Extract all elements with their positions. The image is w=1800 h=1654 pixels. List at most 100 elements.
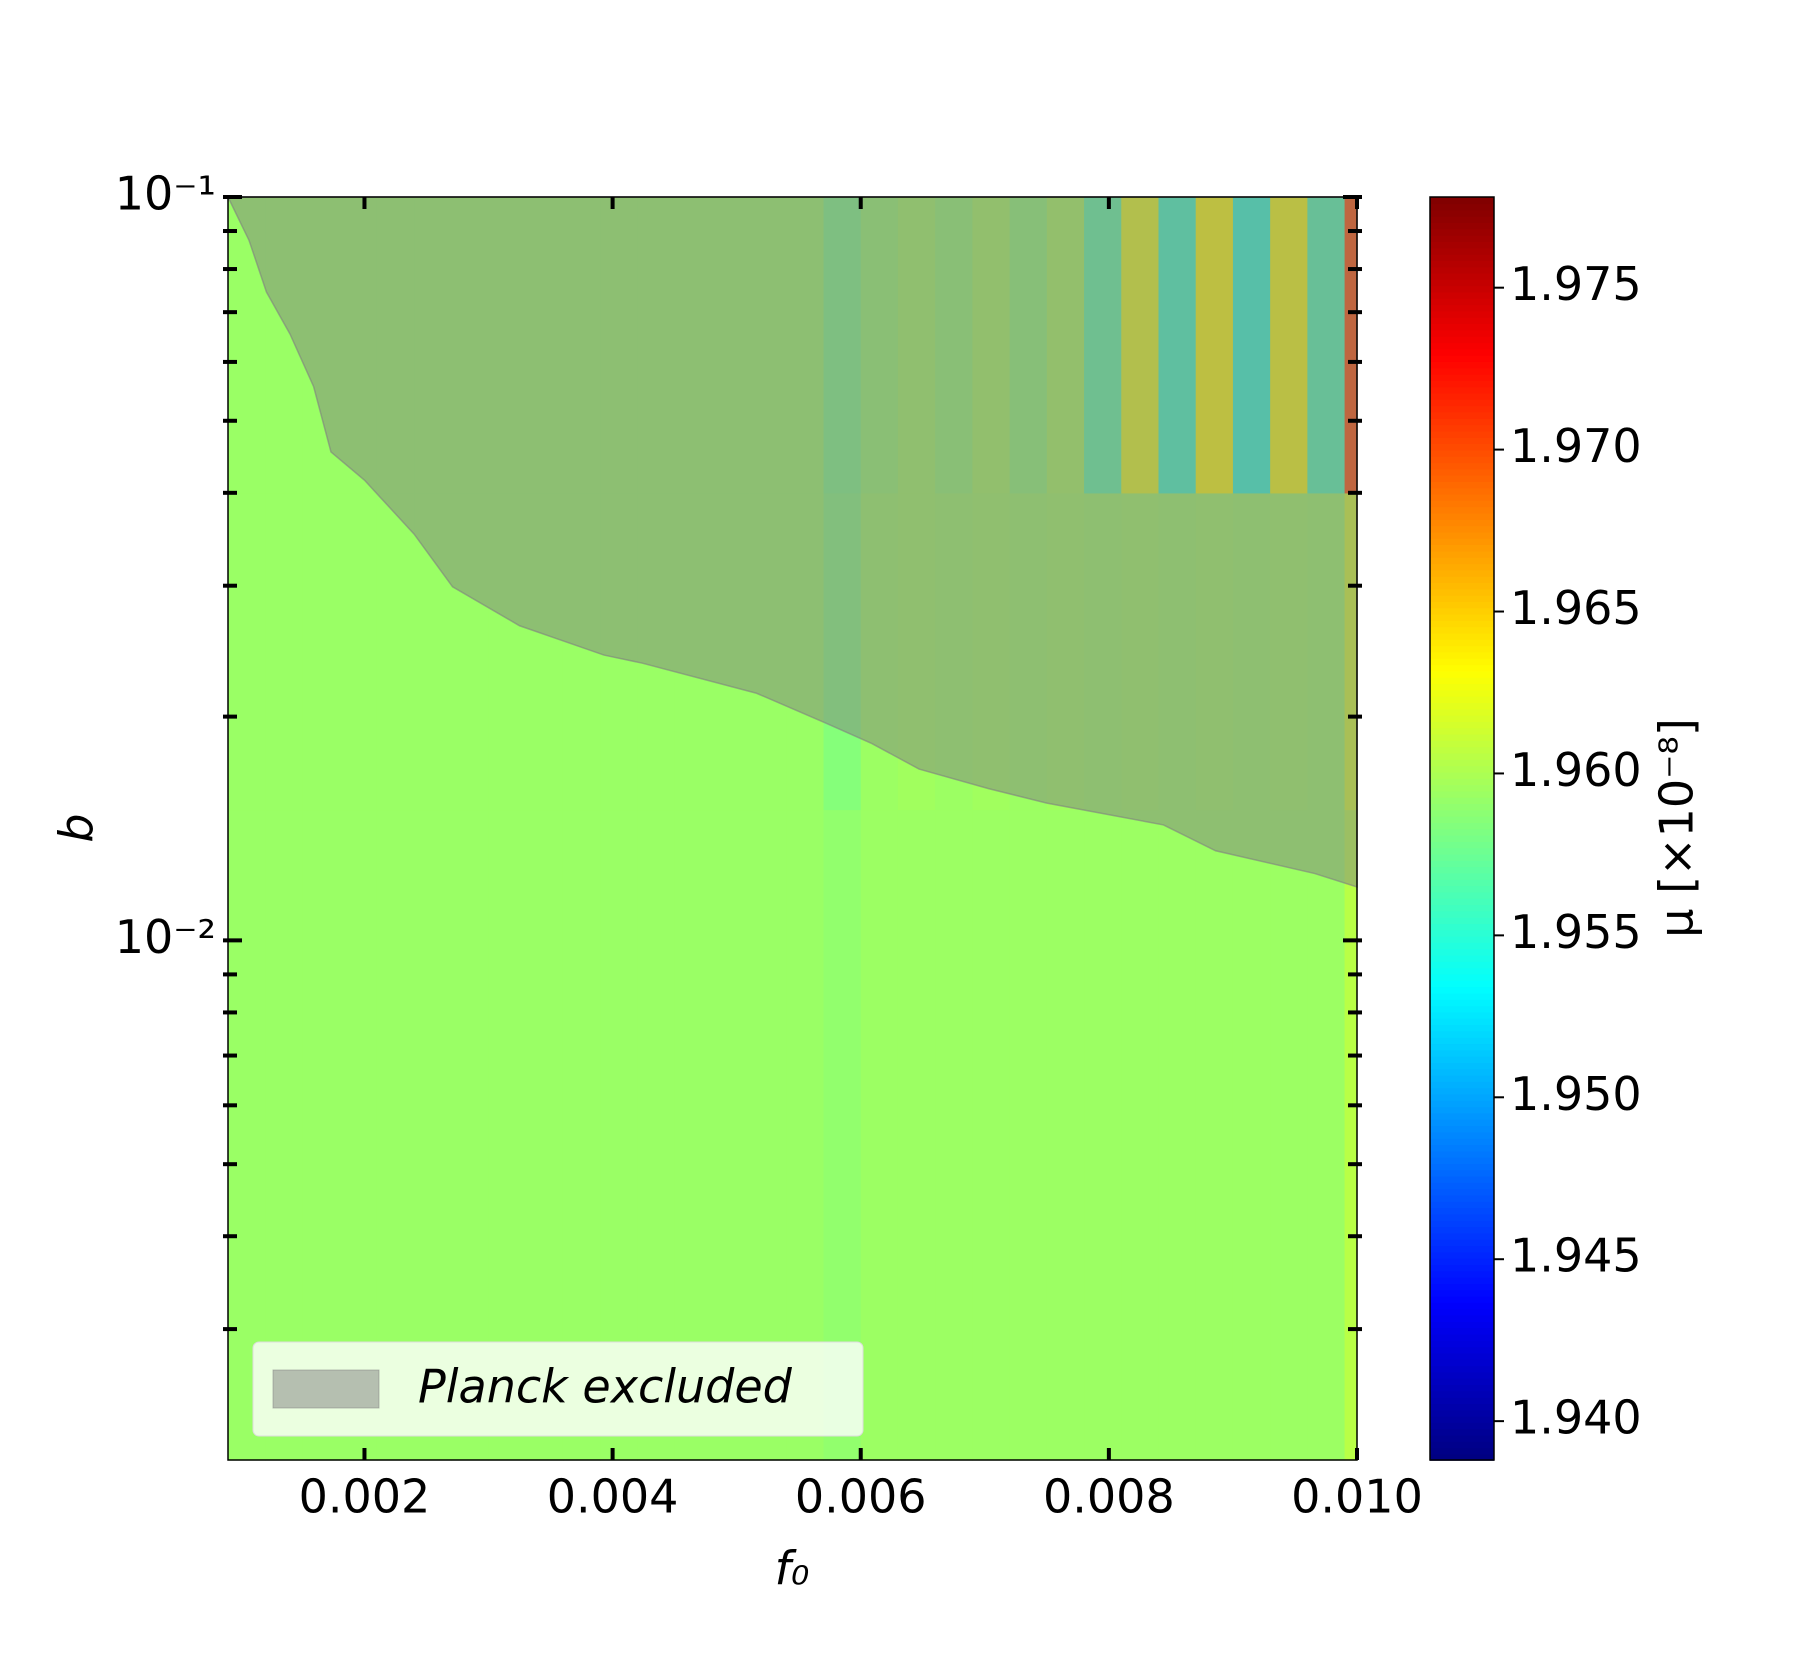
heat-cell xyxy=(1084,809,1122,1461)
colorbar-step xyxy=(1430,594,1494,602)
colorbar-step xyxy=(1430,879,1494,887)
colorbar-tick-label: 1.950 xyxy=(1510,1067,1642,1121)
colorbar-step xyxy=(1430,809,1494,817)
colorbar-step xyxy=(1430,942,1494,950)
colorbar-step xyxy=(1430,935,1494,943)
colorbar-step xyxy=(1430,392,1494,400)
colorbar-step xyxy=(1430,436,1494,445)
colorbar-step xyxy=(1430,1264,1494,1272)
heat-cell xyxy=(376,492,415,811)
colorbar-step xyxy=(1430,588,1494,596)
colorbar-step xyxy=(1430,620,1494,628)
colorbar-label: μ [×10⁻⁸] xyxy=(1650,718,1704,938)
colorbar-step xyxy=(1430,342,1494,350)
colorbar-step xyxy=(1430,1062,1494,1070)
colorbar-step xyxy=(1430,1005,1494,1013)
y-tick-label: 10⁻² xyxy=(115,910,216,964)
x-tick-label: 0.010 xyxy=(1291,1470,1423,1524)
colorbar-step xyxy=(1430,405,1494,413)
colorbar-step xyxy=(1430,910,1494,918)
heat-cell xyxy=(339,492,378,811)
colorbar-step xyxy=(1430,765,1494,773)
colorbar-step xyxy=(1430,1441,1494,1449)
colorbar-step xyxy=(1430,367,1494,375)
heat-cell xyxy=(935,809,973,1461)
colorbar-step xyxy=(1430,525,1494,533)
colorbar-step xyxy=(1430,1024,1494,1032)
x-tick-label: 0.002 xyxy=(299,1470,431,1524)
colorbar xyxy=(1430,197,1494,1461)
heat-cell xyxy=(1344,809,1358,1461)
x-tick-label: 0.004 xyxy=(547,1470,679,1524)
colorbar-step xyxy=(1430,626,1494,634)
colorbar-step xyxy=(1430,891,1494,899)
colorbar-step xyxy=(1430,1434,1494,1442)
colorbar-step xyxy=(1430,771,1494,779)
x-tick-label: 0.006 xyxy=(795,1470,927,1524)
legend-box xyxy=(252,1341,864,1437)
colorbar-step xyxy=(1430,1163,1494,1171)
colorbar-step xyxy=(1430,948,1494,956)
colorbar-step xyxy=(1430,1100,1494,1108)
colorbar-step xyxy=(1430,1049,1494,1057)
colorbar-step xyxy=(1430,215,1494,224)
overlay xyxy=(226,196,1358,888)
colorbar-tick-label: 1.945 xyxy=(1510,1229,1642,1283)
colorbar-step xyxy=(1430,904,1494,912)
colorbar-step xyxy=(1430,834,1494,842)
colorbar-step xyxy=(1430,929,1494,937)
colorbar-step xyxy=(1430,759,1494,767)
x-axis-label: f₀ xyxy=(775,1542,810,1596)
colorbar-step xyxy=(1430,727,1494,735)
colorbar-tick-label: 1.940 xyxy=(1510,1391,1642,1445)
colorbar-step xyxy=(1430,1428,1494,1436)
colorbar-step xyxy=(1430,500,1494,508)
colorbar-step xyxy=(1430,538,1494,546)
colorbar-step xyxy=(1430,1333,1494,1341)
colorbar-step xyxy=(1430,1201,1494,1209)
colorbar-step xyxy=(1430,519,1494,527)
colorbar-step xyxy=(1430,815,1494,823)
colorbar-step xyxy=(1430,853,1494,861)
colorbar-step xyxy=(1430,1365,1494,1373)
heat-cell xyxy=(897,809,936,1461)
y-axis-label: b xyxy=(50,813,104,842)
heat-cell xyxy=(228,492,266,811)
colorbar-step xyxy=(1430,1188,1494,1196)
colorbar-step xyxy=(1430,1358,1494,1367)
legend-swatch xyxy=(272,1369,380,1409)
colorbar-step xyxy=(1430,980,1494,988)
colorbar-step xyxy=(1430,1220,1494,1228)
colorbar-step xyxy=(1430,443,1494,451)
colorbar-step xyxy=(1430,1175,1494,1183)
colorbar-step xyxy=(1430,1308,1494,1316)
colorbar-step xyxy=(1430,266,1494,274)
colorbar-step xyxy=(1430,1352,1494,1360)
colorbar-step xyxy=(1430,361,1494,369)
colorbar-step xyxy=(1430,992,1494,1000)
colorbar-step xyxy=(1430,708,1494,716)
y-tick-label: 10⁻¹ xyxy=(115,167,216,221)
colorbar-step xyxy=(1430,1232,1494,1240)
colorbar-step xyxy=(1430,304,1494,312)
colorbar-step xyxy=(1430,1371,1494,1379)
heat-cell xyxy=(1121,809,1160,1461)
colorbar-step xyxy=(1430,1112,1494,1120)
colorbar-step xyxy=(1430,1055,1494,1063)
colorbar-step xyxy=(1430,298,1494,306)
colorbar-step xyxy=(1430,348,1494,356)
colorbar-step xyxy=(1430,866,1494,874)
colorbar-step xyxy=(1430,418,1494,426)
heat-cell xyxy=(1009,809,1048,1461)
colorbar-step xyxy=(1430,841,1494,849)
colorbar-step xyxy=(1430,1409,1494,1417)
colorbar-step xyxy=(1430,1131,1494,1139)
colorbar-step xyxy=(1430,455,1494,464)
colorbar-step xyxy=(1430,790,1494,798)
colorbar-step xyxy=(1430,822,1494,830)
colorbar-step xyxy=(1430,1384,1494,1392)
colorbar-step xyxy=(1430,260,1494,268)
colorbar-step xyxy=(1430,449,1494,457)
colorbar-step xyxy=(1430,1043,1494,1051)
colorbar-step xyxy=(1430,1289,1494,1297)
